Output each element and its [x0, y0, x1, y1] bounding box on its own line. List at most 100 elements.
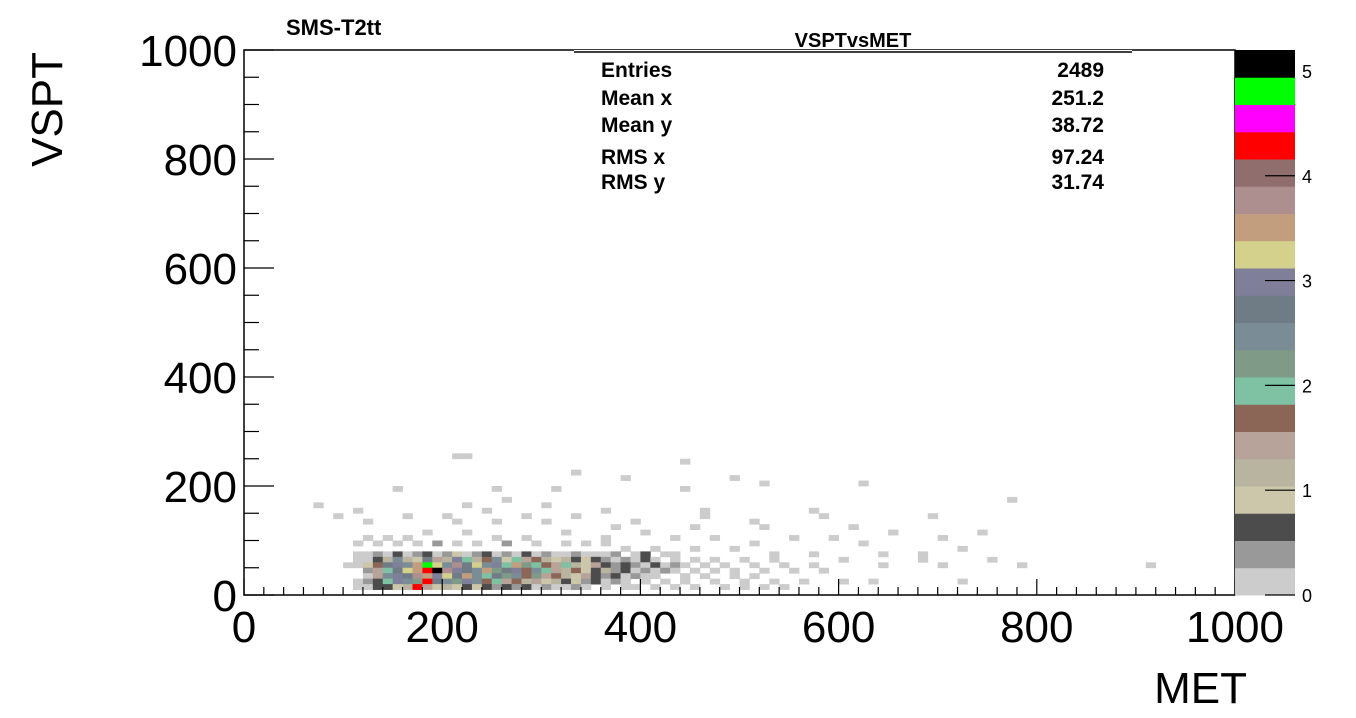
heatmap-bin: [412, 573, 423, 580]
heatmap-bin: [501, 578, 512, 585]
heatmap-bin: [432, 562, 443, 569]
heatmap-bin: [600, 507, 612, 514]
heatmap-bin: [452, 584, 463, 590]
heatmap-bin: [1145, 562, 1157, 569]
heatmap-bin: [917, 551, 929, 558]
heatmap-bin: [818, 567, 830, 574]
heatmap-bin: [600, 578, 612, 585]
heatmap-bin: [650, 556, 661, 563]
heatmap-bin: [541, 567, 552, 574]
heatmap-bin: [551, 556, 562, 563]
heatmap-bin: [610, 556, 621, 563]
heatmap-bin: [382, 562, 394, 569]
heatmap-bin: [402, 562, 413, 569]
heatmap-bin: [452, 518, 463, 525]
heatmap-bin: [402, 556, 413, 563]
heatmap-bin: [670, 535, 681, 541]
stats-value-rms_x: 97.24: [1051, 146, 1104, 169]
heatmap-bin: [571, 556, 582, 563]
colorbar-swatch: [1235, 322, 1295, 351]
heatmap-bin: [600, 562, 612, 569]
heatmap-bin: [729, 567, 740, 574]
heatmap-bin: [382, 578, 394, 585]
heatmap-bin: [353, 562, 364, 569]
heatmap-bin: [392, 562, 403, 569]
heatmap-bin: [471, 584, 483, 590]
heatmap-bin: [511, 567, 522, 574]
heatmap-bin: [689, 556, 701, 563]
heatmap-bin: [432, 573, 443, 580]
heatmap-bin: [462, 584, 473, 590]
heatmap-bin: [798, 578, 810, 585]
bins-layer: [313, 453, 1246, 590]
heatmap-bin: [749, 518, 760, 525]
heatmap-bin: [779, 562, 790, 569]
heatmap-bin: [650, 562, 661, 569]
heatmap-bin: [521, 562, 532, 569]
heatmap-bin: [610, 573, 621, 580]
x-tick-label: 1000: [1186, 603, 1284, 652]
heatmap-bin: [462, 529, 473, 536]
heatmap-bin: [571, 578, 582, 585]
heatmap-bin: [660, 567, 671, 574]
heatmap-bin: [531, 551, 542, 558]
heatmap-bin: [432, 556, 443, 563]
heatmap-bin: [858, 540, 869, 547]
heatmap-bin: [511, 584, 522, 590]
y-tick-label: 800: [164, 136, 237, 185]
heatmap-bin: [362, 584, 374, 590]
heatmap-bin: [680, 578, 691, 585]
heatmap-bin: [511, 578, 522, 585]
x-tick-label: 0: [232, 603, 256, 652]
heatmap-bin: [670, 562, 681, 569]
heatmap-bin: [719, 584, 730, 590]
heatmap-bin: [452, 453, 463, 460]
heatmap-bin: [937, 562, 949, 569]
heatmap-bin: [531, 540, 542, 547]
stats-box: VSPTvsMET Entries 2489 Mean x 251.2 Mean y 38.…: [574, 30, 1132, 198]
heatmap-bin: [650, 573, 661, 580]
heatmap-bin: [462, 556, 473, 563]
heatmap-bin: [769, 578, 780, 585]
colorbar-tick-label: 5: [1302, 62, 1312, 82]
heatmap-bin: [620, 567, 631, 574]
heatmap-bin: [699, 513, 711, 520]
heatmap-bin: [362, 551, 374, 558]
heatmap-bin: [382, 551, 394, 558]
heatmap-bin: [432, 540, 443, 547]
heatmap-bin: [610, 578, 621, 585]
heatmap-bin: [491, 535, 503, 541]
heatmap-bin: [491, 578, 503, 585]
heatmap-bin: [521, 513, 532, 520]
y-axis-label: VSPT: [23, 52, 72, 167]
heatmap-bin: [580, 540, 592, 547]
heatmap-bin: [640, 556, 651, 563]
heatmap-bin: [670, 556, 681, 563]
heatmap-bin: [561, 584, 572, 590]
heatmap-bin: [660, 562, 671, 569]
heatmap-bin: [719, 562, 730, 569]
heatmap-bin: [937, 535, 949, 541]
heatmap-bin: [392, 556, 403, 563]
colorbar-swatch: [1235, 268, 1295, 296]
colorbar-swatch: [1235, 513, 1295, 541]
heatmap-bin: [620, 578, 631, 585]
heatmap-bin: [333, 513, 344, 520]
heatmap-bin: [412, 562, 423, 569]
heatmap-bin: [600, 584, 612, 590]
heatmap-bin: [610, 551, 621, 558]
heatmap-bin: [452, 540, 463, 547]
heatmap-bin: [481, 562, 493, 569]
heatmap-bin: [412, 567, 423, 574]
heatmap-bin: [372, 578, 384, 585]
heatmap-bin: [838, 556, 849, 563]
heatmap-bin: [353, 584, 364, 590]
stats-value-mean_y: 38.72: [1051, 114, 1104, 137]
heatmap-bin: [372, 562, 384, 569]
colorbar-swatch: [1235, 213, 1295, 242]
heatmap-bin: [511, 573, 522, 580]
heatmap-bin: [571, 567, 582, 574]
heatmap-bin: [481, 567, 493, 574]
heatmap-bin: [372, 573, 384, 580]
